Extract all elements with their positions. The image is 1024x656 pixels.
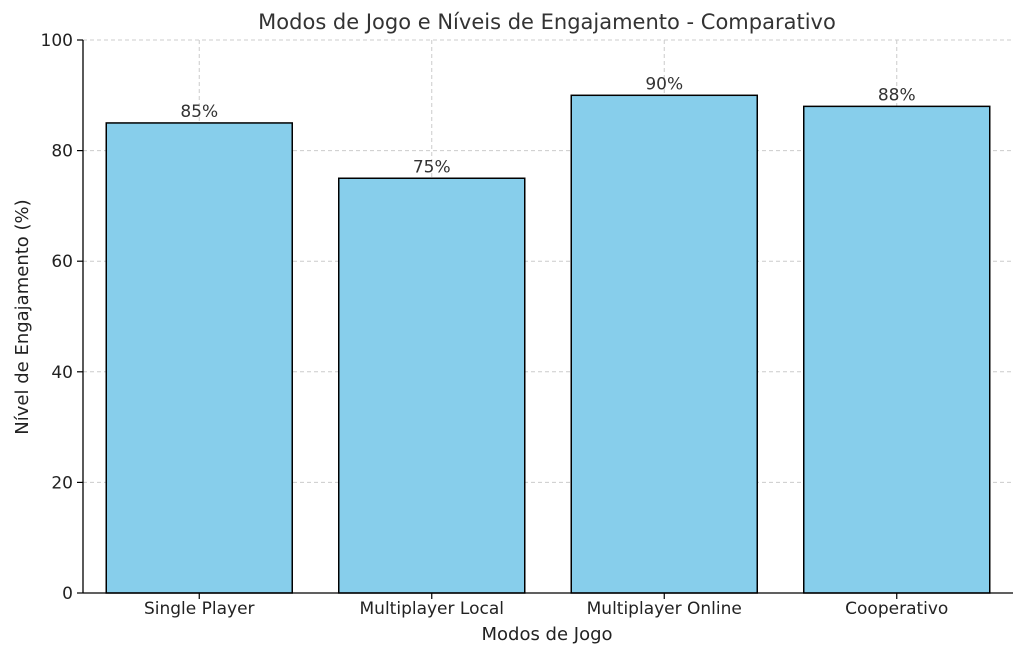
- axes: [82, 40, 1013, 594]
- y-tick-label: 40: [51, 363, 73, 383]
- y-tick-label: 20: [51, 473, 73, 493]
- data-label: 85%: [180, 102, 218, 122]
- data-label: 90%: [645, 74, 683, 94]
- x-tick-label: Multiplayer Online: [587, 599, 742, 619]
- x-axis-label: Modos de Jogo: [481, 624, 612, 645]
- x-ticks: Single Player Multiplayer Local Multiplaye…: [144, 593, 948, 619]
- bar: [570, 94, 758, 594]
- data-label: 75%: [413, 157, 451, 177]
- x-tick-label: Cooperativo: [845, 599, 948, 619]
- chart-title: Modos de Jogo e Níveis de Engajamento - …: [258, 10, 836, 34]
- bar: [338, 177, 526, 594]
- y-ticks: 0 20 40 60 80 100: [41, 31, 83, 604]
- bar: [803, 105, 991, 594]
- y-axis-label: Nível de Engajamento (%): [12, 199, 33, 434]
- y-tick-label: 60: [51, 252, 73, 272]
- y-tick-label: 80: [51, 142, 73, 162]
- data-label: 88%: [878, 85, 916, 105]
- data-labels: 85% 75% 90% 88%: [180, 74, 915, 177]
- y-tick-label: 0: [62, 584, 73, 604]
- x-tick-label: Single Player: [144, 599, 255, 619]
- x-tick-label: Multiplayer Local: [360, 599, 504, 619]
- bar: [105, 122, 293, 594]
- y-tick-label: 100: [41, 31, 73, 51]
- bars: [105, 94, 991, 594]
